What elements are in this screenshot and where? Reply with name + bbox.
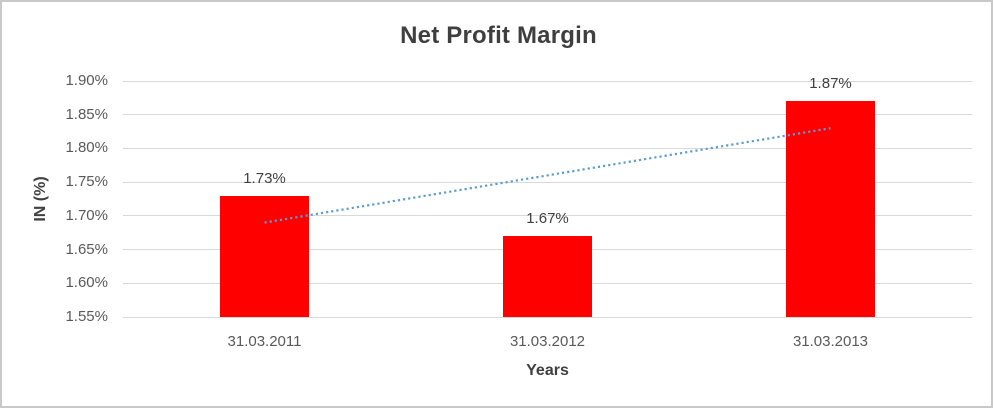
y-axis-title: IN (%) <box>32 176 49 222</box>
x-tick-label: 31.03.2013 <box>792 333 869 350</box>
y-tick-label: 1.85% <box>65 105 108 123</box>
y-tick-label: 1.65% <box>65 240 108 258</box>
bar <box>503 236 592 317</box>
x-axis-title: Years <box>526 362 569 379</box>
gridline <box>123 316 972 318</box>
y-tick-label: 1.80% <box>65 139 108 157</box>
bar-data-label: 1.67% <box>526 210 569 228</box>
gridline <box>123 114 972 116</box>
bar-data-label: 1.73% <box>243 169 286 187</box>
y-tick-label: 1.90% <box>65 72 108 89</box>
y-tick-label: 1.70% <box>65 206 108 224</box>
x-tick-label: 31.03.2012 <box>509 333 586 350</box>
y-tick-label: 1.55% <box>65 308 108 325</box>
chart-title: Net Profit Margin <box>400 22 597 49</box>
x-tick-label: 31.03.2011 <box>227 333 302 350</box>
y-tick-label: 1.75% <box>65 173 108 191</box>
bar-data-label: 1.87% <box>809 75 852 93</box>
y-tick-label: 1.60% <box>65 274 108 292</box>
bar <box>786 101 875 317</box>
gridline <box>123 80 972 82</box>
bar <box>220 195 309 317</box>
